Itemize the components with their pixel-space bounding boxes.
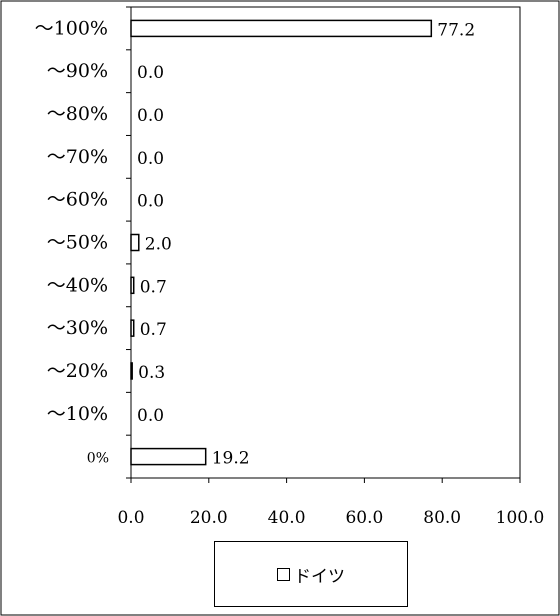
data-label: 0.0 xyxy=(137,106,164,126)
data-label: 0.7 xyxy=(140,320,167,340)
bar xyxy=(130,19,433,38)
data-label: 0.7 xyxy=(140,277,167,297)
data-label: 2.0 xyxy=(145,235,172,255)
x-tick-label: 100.0 xyxy=(496,508,545,528)
y-category-label: ～90% xyxy=(47,60,108,82)
x-tick-label: 20.0 xyxy=(190,508,228,528)
y-category-label: ～80% xyxy=(47,103,108,125)
y-category-label: ～10% xyxy=(47,403,108,425)
y-category-label: ～100% xyxy=(35,17,108,39)
plot-area xyxy=(130,6,521,479)
data-label: 19.2 xyxy=(212,449,250,469)
bar xyxy=(130,319,135,337)
data-label: 0.0 xyxy=(137,192,164,212)
legend-label: ドイツ xyxy=(294,566,345,587)
data-label: 0.0 xyxy=(137,406,164,426)
bar xyxy=(130,233,140,252)
y-category-label: ～60% xyxy=(47,189,108,211)
y-category-label: ～50% xyxy=(47,232,108,254)
x-tick-label: 0.0 xyxy=(117,508,144,528)
data-label: 77.2 xyxy=(437,20,475,40)
data-label: 0.3 xyxy=(138,363,165,383)
bar xyxy=(130,447,207,466)
y-category-label: ～40% xyxy=(47,274,108,296)
bar xyxy=(130,276,135,295)
bar xyxy=(130,362,133,380)
legend-swatch xyxy=(277,567,290,581)
x-tick-label: 60.0 xyxy=(345,508,383,528)
y-category-label: ～70% xyxy=(47,146,108,168)
x-tick-label: 80.0 xyxy=(423,508,461,528)
data-label: 0.0 xyxy=(137,149,164,169)
legend: ドイツ xyxy=(214,541,408,607)
y-category-label: ～30% xyxy=(47,317,108,339)
y-category-label: ～20% xyxy=(47,360,108,382)
data-label: 0.0 xyxy=(137,63,164,83)
x-tick-label: 40.0 xyxy=(268,508,306,528)
y-category-label: 0% xyxy=(87,451,109,467)
